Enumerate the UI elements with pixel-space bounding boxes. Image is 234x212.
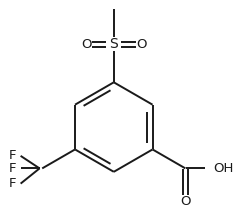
Text: F: F [8, 149, 16, 162]
Text: OH: OH [213, 162, 233, 175]
Text: O: O [180, 195, 191, 208]
Text: O: O [81, 38, 92, 51]
Text: O: O [136, 38, 146, 51]
Text: F: F [8, 162, 16, 175]
Text: S: S [110, 37, 118, 51]
Text: F: F [8, 177, 16, 190]
